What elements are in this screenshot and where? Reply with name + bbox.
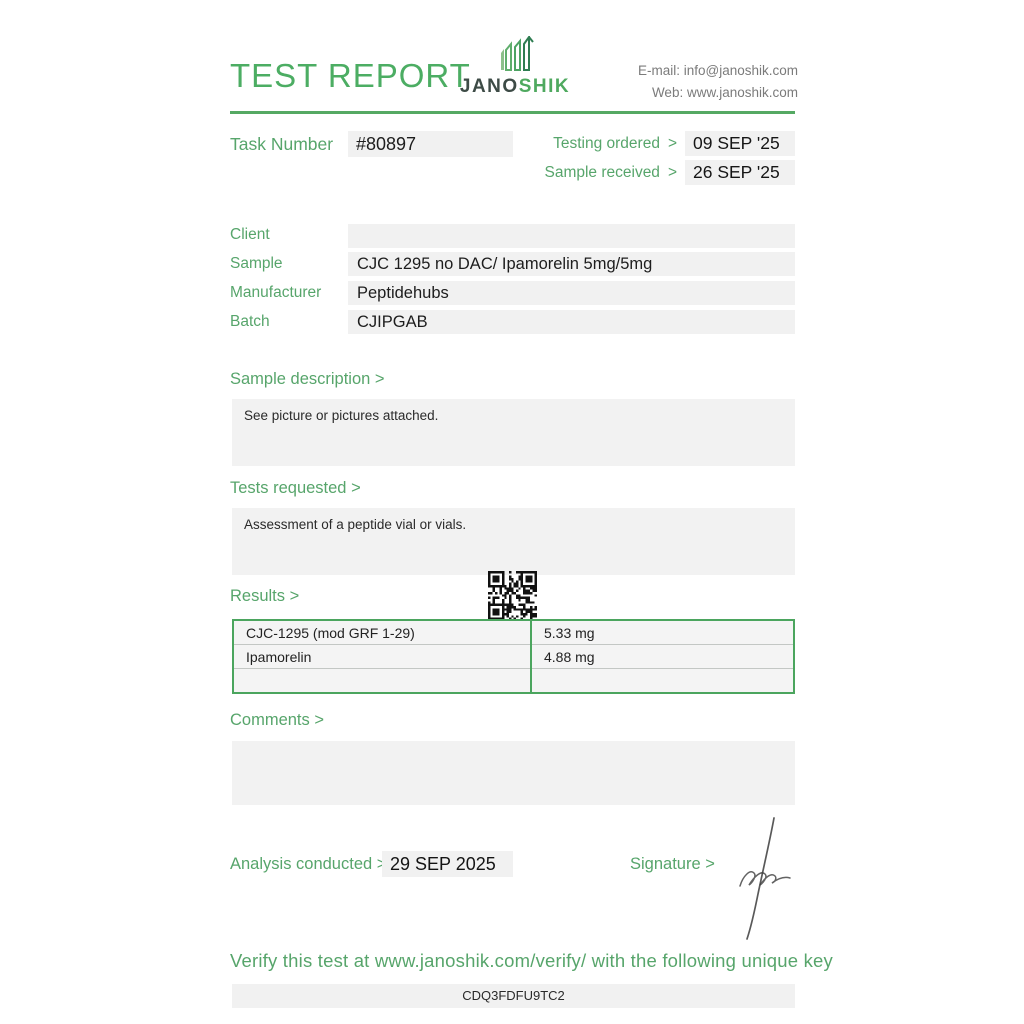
sample-received-arrow: >: [667, 163, 677, 181]
manufacturer-value: Peptidehubs: [348, 281, 795, 305]
testing-ordered-value: 09 SEP '25: [685, 131, 795, 156]
testing-ordered-arrow: >: [667, 134, 677, 152]
bar-chart-logo-icon: [501, 36, 534, 71]
table-row: CJC-1295 (mod GRF 1-29) 5.33 mg: [233, 620, 794, 645]
table-row: Ipamorelin 4.88 mg: [233, 644, 794, 669]
signature-image: [739, 817, 791, 940]
janoshik-logo: JANOSHIK: [455, 36, 575, 98]
table-row: [233, 668, 794, 694]
signature-label: Signature >: [630, 855, 715, 873]
analyte-cell: CJC-1295 (mod GRF 1-29): [233, 620, 532, 645]
logo-text-green: SHIK: [518, 76, 571, 97]
contact-info: E-mail: info@janoshik.com Web: www.janos…: [638, 60, 798, 105]
manufacturer-label: Manufacturer: [230, 284, 322, 301]
sample-label: Sample: [230, 255, 283, 272]
contact-web: Web: www.janoshik.com: [651, 85, 798, 101]
qr-code: [488, 571, 537, 620]
tests-requested-label: Tests requested >: [230, 479, 361, 497]
result-cell: 5.33 mg: [531, 620, 794, 645]
logo-wordmark: JANOSHIK: [455, 76, 575, 98]
task-number-label: Task Number: [230, 134, 334, 154]
batch-label: Batch: [230, 313, 270, 330]
task-number-value: #80897: [348, 131, 513, 157]
result-cell: [531, 669, 794, 694]
sample-value: CJC 1295 no DAC/ Ipamorelin 5mg/5mg: [348, 252, 795, 276]
unique-key-value: CDQ3FDFU9TC2: [232, 984, 795, 1008]
analysis-conducted-label: Analysis conducted >: [230, 855, 387, 873]
client-value: [348, 224, 795, 248]
batch-value: CJIPGAB: [348, 310, 795, 334]
result-cell: 4.88 mg: [531, 644, 794, 669]
tests-requested-box: Assessment of a peptide vial or vials.: [232, 508, 795, 575]
analyte-cell: [233, 668, 532, 693]
contact-email: E-mail: info@janoshik.com: [637, 63, 798, 78]
logo-text-dark: JANO: [459, 76, 519, 97]
comments-label: Comments >: [230, 711, 324, 729]
verify-text: Verify this test at www.janoshik.com/ver…: [230, 950, 833, 971]
analysis-date-value: 29 SEP 2025: [382, 851, 513, 877]
client-label: Client: [230, 226, 270, 243]
analyte-cell: Ipamorelin: [233, 644, 532, 669]
comments-box: [232, 741, 795, 805]
results-label: Results >: [230, 587, 300, 605]
testing-ordered-row: Testing ordered > 09 SEP '25: [553, 131, 795, 156]
sample-description-box: See picture or pictures attached.: [232, 399, 795, 466]
testing-ordered-label: Testing ordered: [553, 134, 660, 152]
sample-received-row: Sample received > 26 SEP '25: [544, 160, 795, 185]
results-table: CJC-1295 (mod GRF 1-29) 5.33 mg Ipamorel…: [232, 619, 795, 694]
sample-description-label: Sample description >: [230, 370, 385, 388]
page-title: TEST REPORT: [230, 57, 471, 94]
sample-received-label: Sample received: [544, 163, 660, 181]
header-rule: [230, 111, 795, 114]
sample-received-value: 26 SEP '25: [685, 160, 795, 185]
